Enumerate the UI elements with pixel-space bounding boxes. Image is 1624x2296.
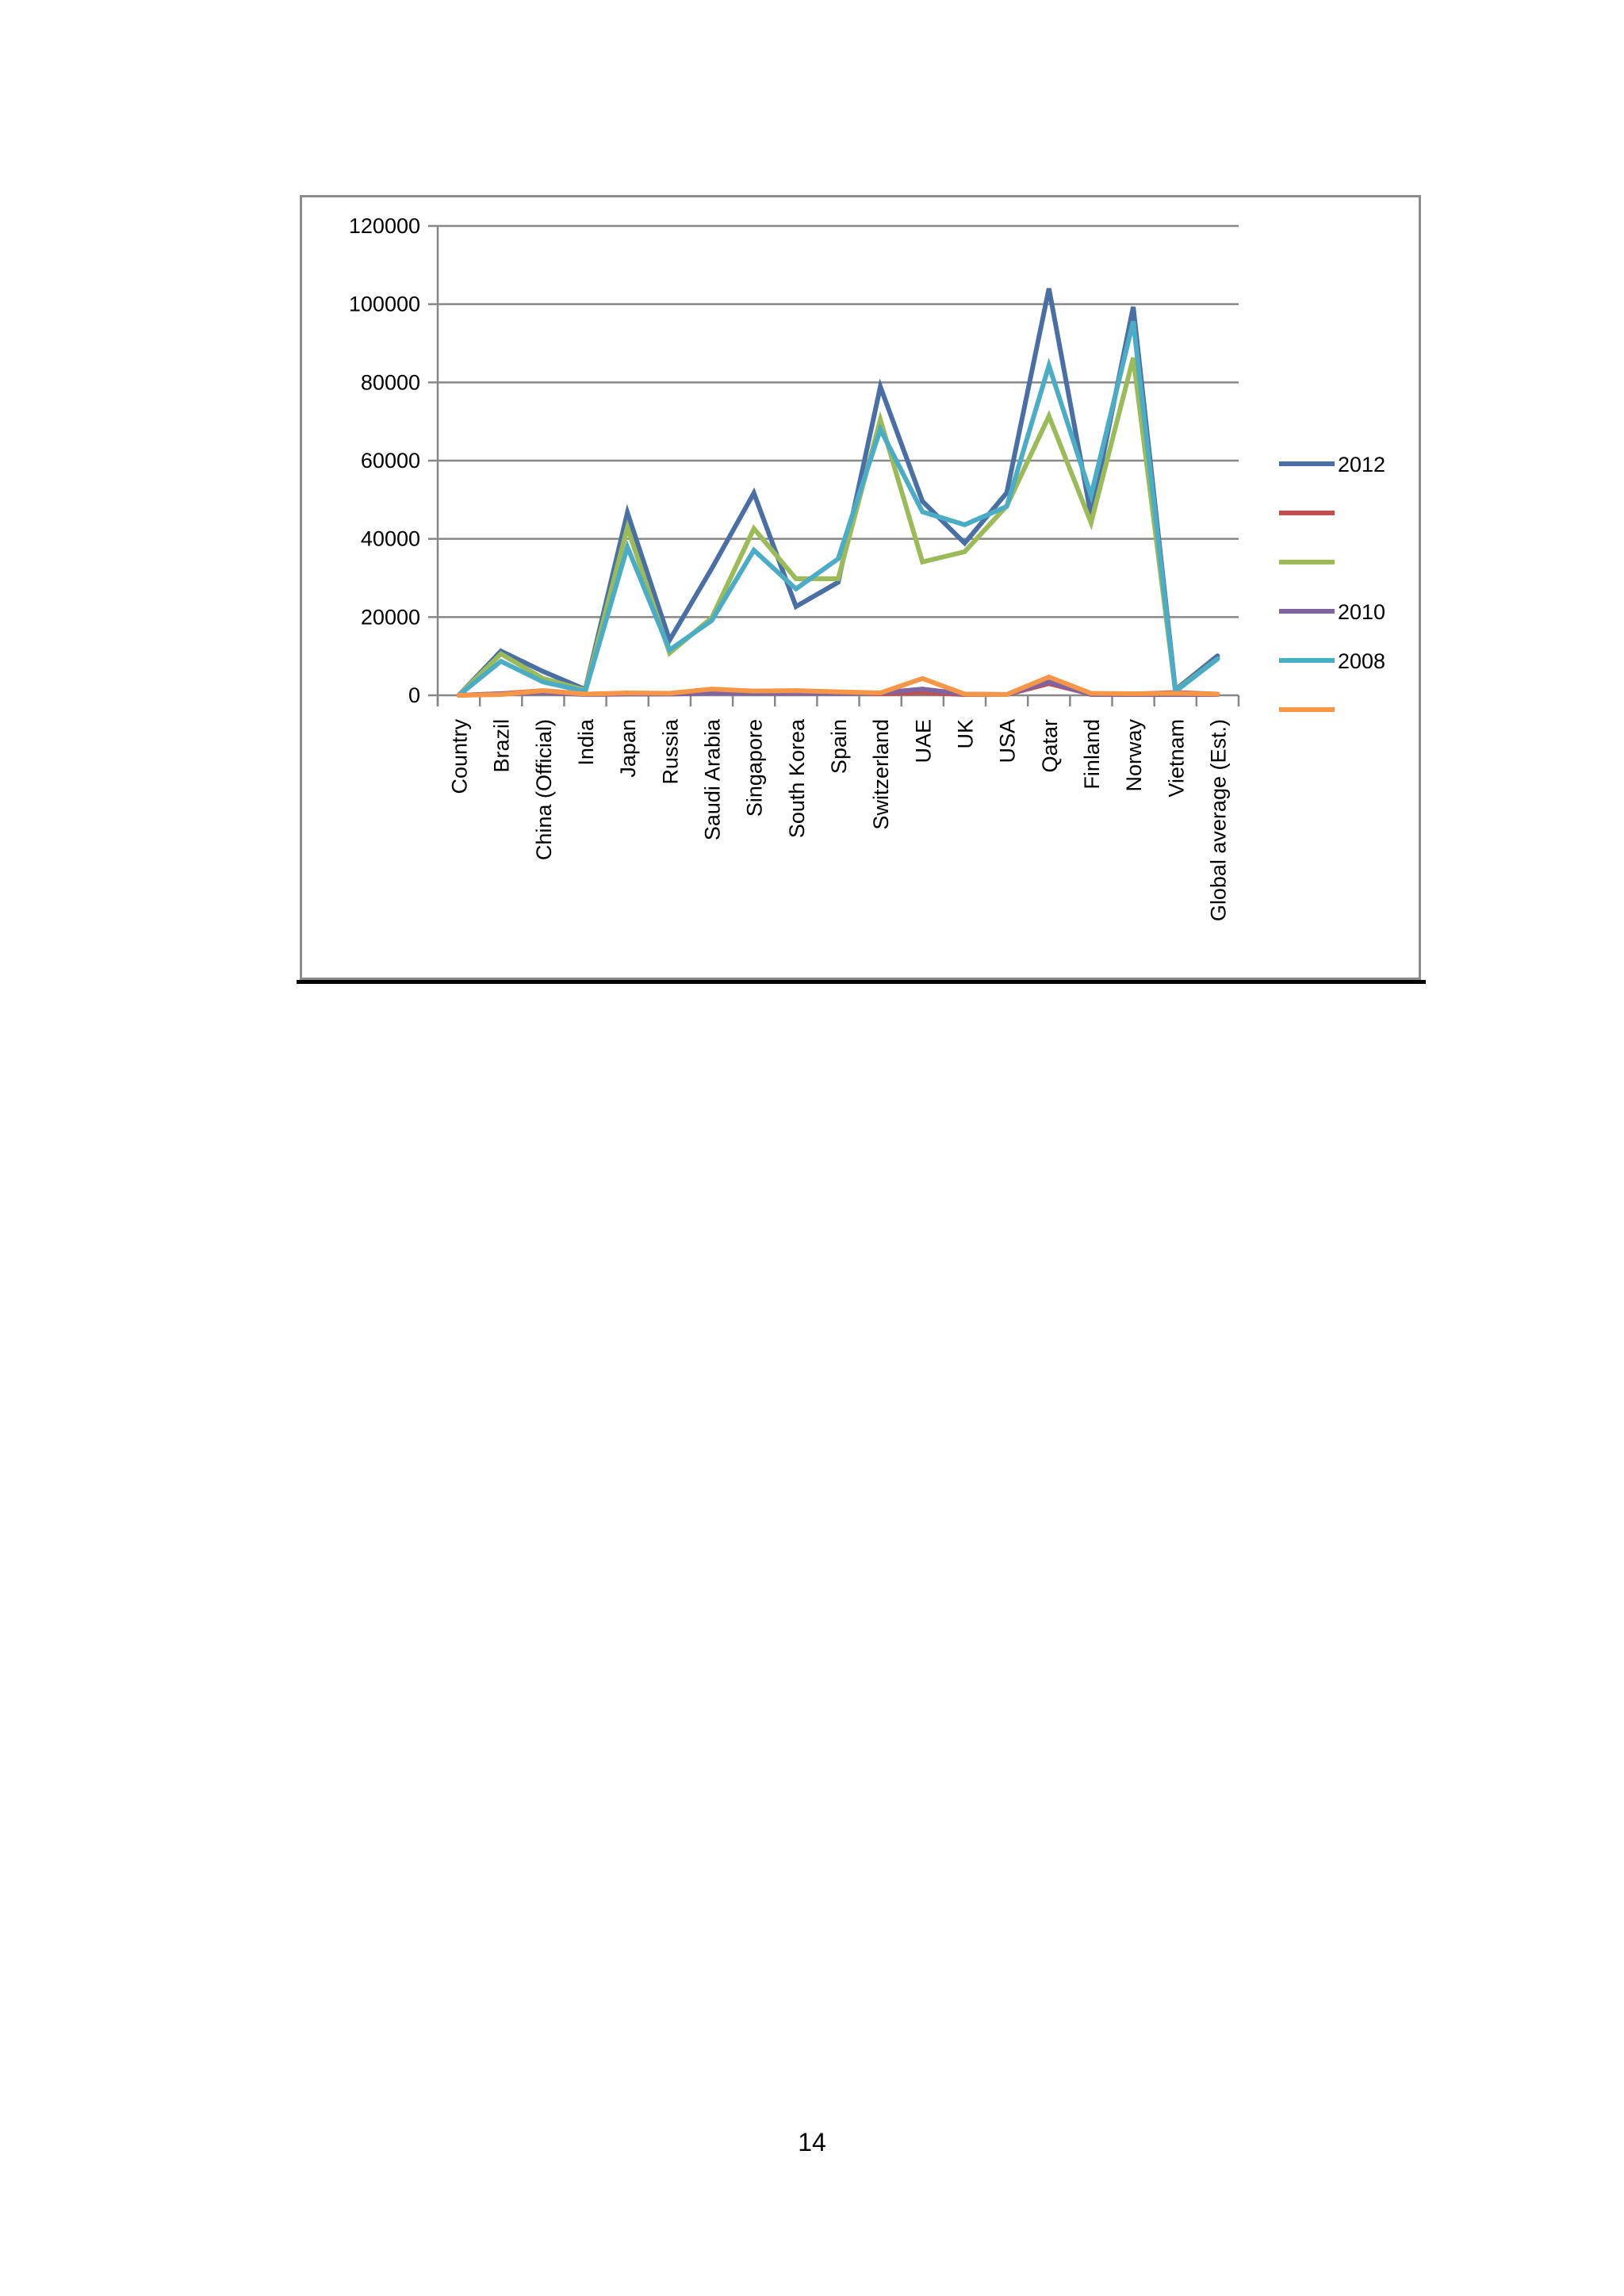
x-tick-label: Finland	[1080, 719, 1104, 790]
x-tick-label: UK	[953, 719, 977, 749]
axes	[428, 224, 1240, 706]
x-tick-label: South Korea	[785, 718, 809, 838]
y-tick-label: 0	[408, 683, 420, 707]
x-tick-label: Country	[448, 719, 472, 794]
page-number: 14	[798, 2128, 826, 2156]
x-tick-label: China (Official)	[532, 719, 556, 860]
legend-label: 2010	[1338, 600, 1385, 624]
x-tick-label: USA	[996, 719, 1020, 763]
legend-label: 2012	[1338, 453, 1385, 476]
series-lines	[456, 288, 1220, 698]
y-tick-label: 20000	[361, 605, 420, 629]
x-tick-label: Russia	[658, 718, 682, 785]
series-line	[456, 674, 1220, 698]
legend: 2012 2010 2008	[1279, 453, 1385, 712]
y-tick-label: 80000	[361, 370, 420, 394]
line-chart: 0 20000 40000 60000 80000 100000 120000 Countr…	[349, 214, 1385, 921]
y-tick-label: 100000	[349, 293, 420, 316]
x-tick-label: Vietnam	[1164, 719, 1188, 798]
legend-label: 2008	[1338, 649, 1385, 673]
x-axis-tick-labels: Country Brazil China (Official) India Japan R…	[448, 718, 1231, 921]
x-tick-label: Norway	[1122, 719, 1146, 792]
gridlines	[438, 224, 1239, 618]
x-tick-label: India	[574, 718, 598, 766]
y-tick-label: 60000	[361, 449, 420, 473]
series-line	[456, 288, 1220, 698]
series-line	[456, 357, 1220, 698]
x-tick-label: Global average (Est.)	[1206, 719, 1230, 921]
x-tick-label: Spain	[827, 719, 851, 774]
y-tick-label: 120000	[349, 214, 420, 238]
series-line	[456, 320, 1220, 698]
x-tick-label: Switzerland	[869, 719, 893, 830]
page-rule	[297, 980, 1426, 984]
x-tick-label: Brazil	[490, 719, 514, 773]
x-tick-label: Singapore	[743, 719, 767, 817]
chart-area	[300, 195, 1421, 980]
y-tick-label: 40000	[361, 527, 420, 551]
x-tick-label: Saudi Arabia	[701, 718, 725, 840]
y-axis-tick-labels: 0 20000 40000 60000 80000 100000 120000	[349, 214, 420, 707]
x-tick-label: Qatar	[1038, 719, 1062, 773]
x-tick-label: UAE	[911, 719, 935, 763]
x-tick-label: Japan	[616, 719, 640, 778]
